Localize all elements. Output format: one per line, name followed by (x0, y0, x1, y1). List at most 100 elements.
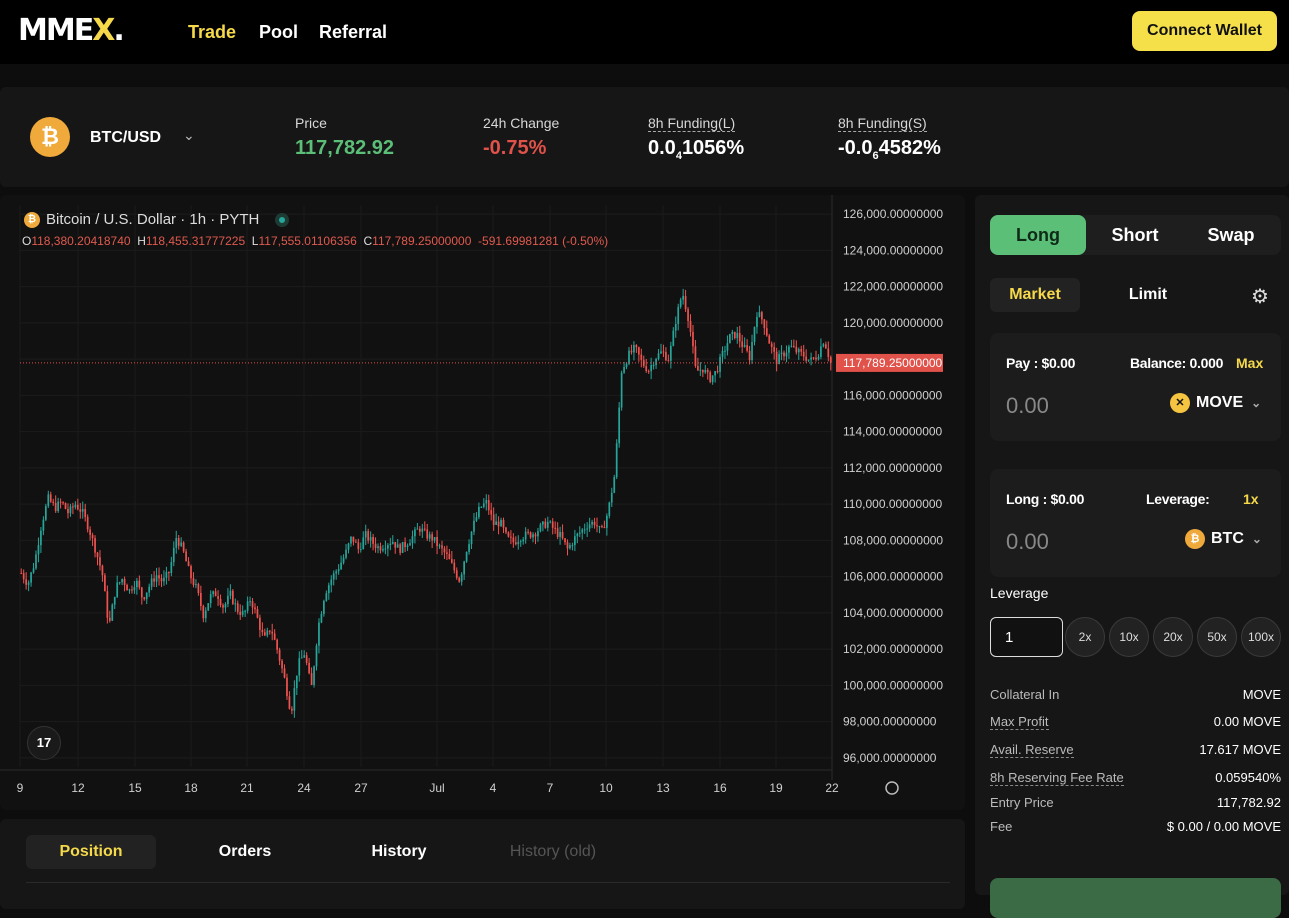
candle-body (647, 371, 650, 373)
candle-body (298, 658, 301, 676)
pay-amount-input[interactable] (1006, 393, 1126, 419)
order-type-limit[interactable]: Limit (1128, 286, 1168, 303)
candle-body (379, 546, 382, 551)
tab-long[interactable]: Long (990, 215, 1086, 255)
info-entry-price: Entry Price 117,782.92 (990, 795, 1281, 815)
candle-body (763, 319, 766, 329)
max-button[interactable]: Max (1236, 355, 1264, 371)
candle-body (551, 521, 554, 528)
info-value: 0.00 MOVE (1213, 714, 1281, 729)
candle-body (591, 521, 593, 525)
x-tick-label: 27 (354, 781, 368, 795)
candle-body (300, 657, 303, 659)
candle-body (281, 660, 283, 669)
nav-referral[interactable]: Referral (319, 22, 388, 42)
gear-icon[interactable]: ⚙ (1251, 286, 1269, 308)
candle-body (108, 617, 111, 621)
candle-body (709, 372, 712, 383)
pair-selector[interactable]: BTC/USD (90, 129, 162, 146)
long-amount-input[interactable] (1006, 529, 1126, 555)
candle-body (293, 688, 296, 711)
candle-body (544, 521, 547, 528)
leverage-input[interactable] (990, 617, 1063, 657)
mmex-logo[interactable]: MMEX. (18, 13, 125, 48)
leverage-10x-button[interactable]: 10x (1109, 617, 1149, 657)
x-tick-label: 7 (547, 781, 554, 795)
candle-body (133, 587, 136, 591)
y-tick-label: 122,000.00000000 (843, 280, 943, 294)
positions-panel: Position Orders History History (old) (0, 819, 965, 909)
candle-body (217, 596, 219, 599)
candle-body (357, 542, 360, 550)
candle-body (182, 542, 185, 552)
candle-body (812, 357, 815, 359)
candle-body (527, 531, 529, 533)
pay-token-selector[interactable]: ✕ MOVE ⌄ (1170, 393, 1261, 413)
info-label: Collateral In (990, 687, 1060, 702)
tab-history-old[interactable]: History (old) (509, 843, 597, 860)
candle-body (559, 531, 561, 537)
candle-body (524, 531, 527, 540)
candle-body (679, 299, 682, 307)
chevron-down-icon[interactable]: ⌄ (183, 127, 195, 143)
candle-body (446, 552, 448, 554)
candle-body (384, 548, 387, 550)
candle-body (778, 354, 780, 365)
candle-body (660, 351, 662, 354)
candle-body (59, 501, 62, 503)
connect-wallet-button[interactable]: Connect Wallet (1132, 11, 1277, 51)
candle-body (699, 369, 702, 371)
long-token-selector[interactable]: ₿ BTC ⌄ (1185, 529, 1262, 549)
submit-order-button[interactable] (990, 878, 1281, 918)
candle-body (807, 359, 810, 361)
tab-history[interactable]: History (371, 843, 427, 860)
price-chart-panel[interactable]: 96,000.00000000 98,000.00000000 100,000.00… (0, 195, 965, 810)
candle-body (382, 549, 384, 551)
info-label[interactable]: 8h Reserving Fee Rate (990, 770, 1124, 786)
nav-trade[interactable]: Trade (188, 22, 237, 42)
tab-swap[interactable]: Swap (1207, 225, 1255, 245)
price-label: Price (295, 115, 327, 131)
candle-body (268, 630, 271, 632)
nav-pool[interactable]: Pool (259, 22, 298, 42)
candle-body (468, 544, 470, 552)
funding-short-label[interactable]: 8h Funding(S) (838, 115, 927, 132)
tab-position[interactable]: Position (26, 835, 156, 869)
candle-body (69, 506, 72, 514)
order-type-market[interactable]: Market (990, 278, 1080, 312)
candle-body (613, 477, 616, 493)
candle-body (788, 346, 790, 353)
info-label[interactable]: Avail. Reserve (990, 742, 1074, 758)
info-reserving-fee: 8h Reserving Fee Rate 0.059540% (990, 770, 1281, 790)
candle-body (674, 324, 677, 331)
candle-body (569, 545, 571, 549)
candle-body (175, 538, 178, 548)
candle-body (22, 573, 25, 580)
candle-body (251, 601, 254, 608)
leverage-50x-button[interactable]: 50x (1197, 617, 1237, 657)
candle-body (470, 531, 473, 545)
candle-body (271, 631, 274, 634)
tab-orders[interactable]: Orders (218, 843, 272, 860)
candle-body (261, 629, 264, 633)
x-tick-label: 10 (599, 781, 613, 795)
candle-body (428, 534, 431, 539)
candle-body (633, 345, 635, 353)
leverage-20x-button[interactable]: 20x (1153, 617, 1193, 657)
candle-body (574, 536, 576, 546)
candle-body (593, 521, 596, 526)
tab-short[interactable]: Short (1111, 225, 1159, 245)
candle-body (687, 309, 689, 321)
candle-body (500, 519, 502, 527)
candle-body (458, 577, 461, 582)
candle-body (369, 537, 372, 541)
funding-long-label[interactable]: 8h Funding(L) (648, 115, 736, 132)
leverage-2x-button[interactable]: 2x (1065, 617, 1105, 657)
candlestick-chart[interactable]: 96,000.00000000 98,000.00000000 100,000.00… (0, 195, 965, 810)
info-label[interactable]: Max Profit (990, 714, 1049, 730)
candle-body (438, 545, 441, 547)
candle-body (76, 504, 79, 510)
candle-body (554, 527, 557, 529)
tradingview-logo-icon[interactable]: 17 (27, 726, 61, 760)
leverage-100x-button[interactable]: 100x (1241, 617, 1281, 657)
